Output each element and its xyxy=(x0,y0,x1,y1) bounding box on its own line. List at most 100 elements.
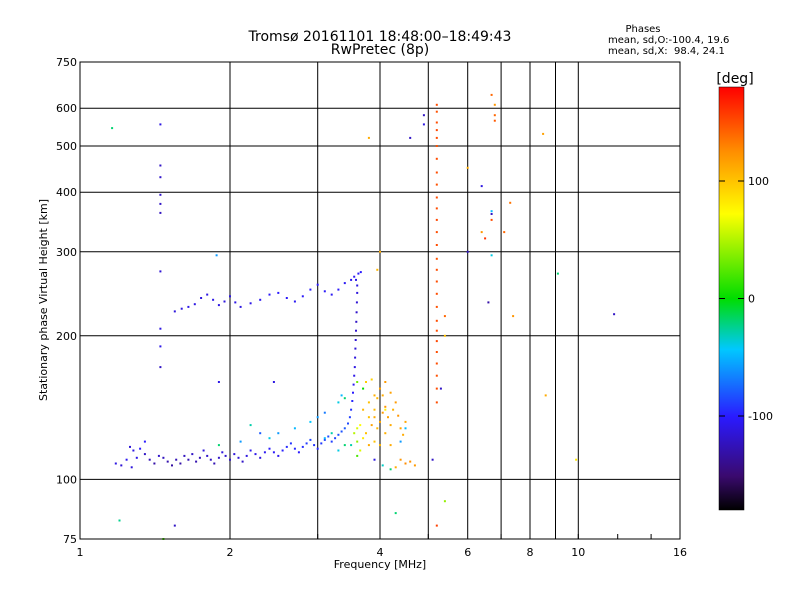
legend-line-o: mean, sd,O:-100.4, 19.6 xyxy=(608,35,729,46)
data-point xyxy=(384,405,387,408)
data-point xyxy=(493,114,496,117)
data-point xyxy=(309,438,312,441)
data-point xyxy=(245,454,248,457)
data-point xyxy=(316,447,319,450)
data-point xyxy=(277,454,280,457)
data-point xyxy=(293,447,296,450)
data-point xyxy=(118,519,121,522)
data-point xyxy=(359,271,362,274)
data-point xyxy=(209,458,212,461)
data-point xyxy=(435,280,438,283)
y-axis-label: Stationary phase Virtual Height [km] xyxy=(37,199,50,401)
data-point xyxy=(394,401,397,404)
data-point xyxy=(153,462,156,465)
data-point xyxy=(191,453,194,456)
data-point xyxy=(316,416,319,419)
data-point xyxy=(233,453,236,456)
data-point xyxy=(323,290,326,293)
data-point xyxy=(376,268,379,271)
data-point xyxy=(200,297,203,299)
data-point xyxy=(443,500,446,503)
data-point xyxy=(373,408,376,411)
data-point xyxy=(111,127,114,130)
data-points xyxy=(111,93,616,540)
data-point xyxy=(198,456,201,459)
y-tick-label: 200 xyxy=(56,330,77,343)
data-point xyxy=(313,444,316,447)
data-point xyxy=(239,440,242,443)
data-point xyxy=(490,210,493,213)
data-point xyxy=(409,136,412,139)
data-point xyxy=(135,456,138,459)
data-point xyxy=(249,449,252,452)
data-point xyxy=(350,444,353,447)
data-point xyxy=(365,432,367,435)
data-point xyxy=(337,449,340,452)
data-point xyxy=(159,164,162,167)
data-point xyxy=(217,444,220,447)
data-point xyxy=(309,288,312,291)
data-point xyxy=(384,408,387,411)
data-point xyxy=(370,424,373,427)
data-point xyxy=(277,291,280,294)
data-point xyxy=(337,433,340,436)
data-point xyxy=(343,427,346,430)
data-point xyxy=(241,460,244,463)
data-point xyxy=(263,451,266,454)
data-point xyxy=(373,458,376,461)
data-point xyxy=(373,416,376,419)
data-point xyxy=(356,291,359,294)
data-point xyxy=(159,202,162,205)
x-tick-label: 1 xyxy=(77,546,84,559)
data-point xyxy=(355,320,358,323)
data-point xyxy=(466,166,469,169)
data-point xyxy=(351,400,354,402)
data-point xyxy=(394,512,397,515)
data-point xyxy=(159,176,162,179)
data-point xyxy=(480,231,483,234)
data-point xyxy=(234,301,237,304)
data-point xyxy=(362,408,365,411)
data-point xyxy=(512,315,515,318)
data-point xyxy=(320,442,323,445)
data-point xyxy=(350,278,353,281)
data-point xyxy=(544,394,547,397)
data-point xyxy=(356,440,359,443)
data-point xyxy=(159,193,162,196)
data-point xyxy=(162,456,165,459)
data-point xyxy=(394,466,397,469)
data-point xyxy=(206,454,209,457)
data-point xyxy=(159,345,162,348)
data-point xyxy=(114,462,117,465)
data-point xyxy=(323,437,326,440)
data-point xyxy=(217,456,220,459)
data-point xyxy=(316,283,319,286)
data-point xyxy=(381,411,384,414)
data-point xyxy=(237,456,240,459)
data-point xyxy=(435,145,438,147)
data-point xyxy=(125,458,128,461)
data-point xyxy=(399,458,402,461)
data-point xyxy=(353,366,356,369)
x-tick-label: 2 xyxy=(227,546,234,559)
data-point xyxy=(509,201,512,204)
data-point xyxy=(354,356,357,359)
legend-line-x: mean, sd,X: 98.4, 24.1 xyxy=(608,46,725,57)
x-axis-label: Frequency [MHz] xyxy=(334,558,426,571)
data-point xyxy=(435,171,438,174)
data-point xyxy=(175,458,178,461)
data-point xyxy=(355,311,358,314)
data-point xyxy=(422,114,425,117)
data-point xyxy=(297,451,300,454)
data-point xyxy=(373,440,376,443)
data-point xyxy=(359,424,362,427)
data-point xyxy=(435,257,438,260)
data-point xyxy=(435,268,438,271)
data-point xyxy=(143,453,146,456)
data-point xyxy=(389,444,392,447)
data-point xyxy=(173,310,176,313)
data-point xyxy=(422,123,425,126)
data-point xyxy=(159,123,162,126)
data-point xyxy=(323,411,326,414)
